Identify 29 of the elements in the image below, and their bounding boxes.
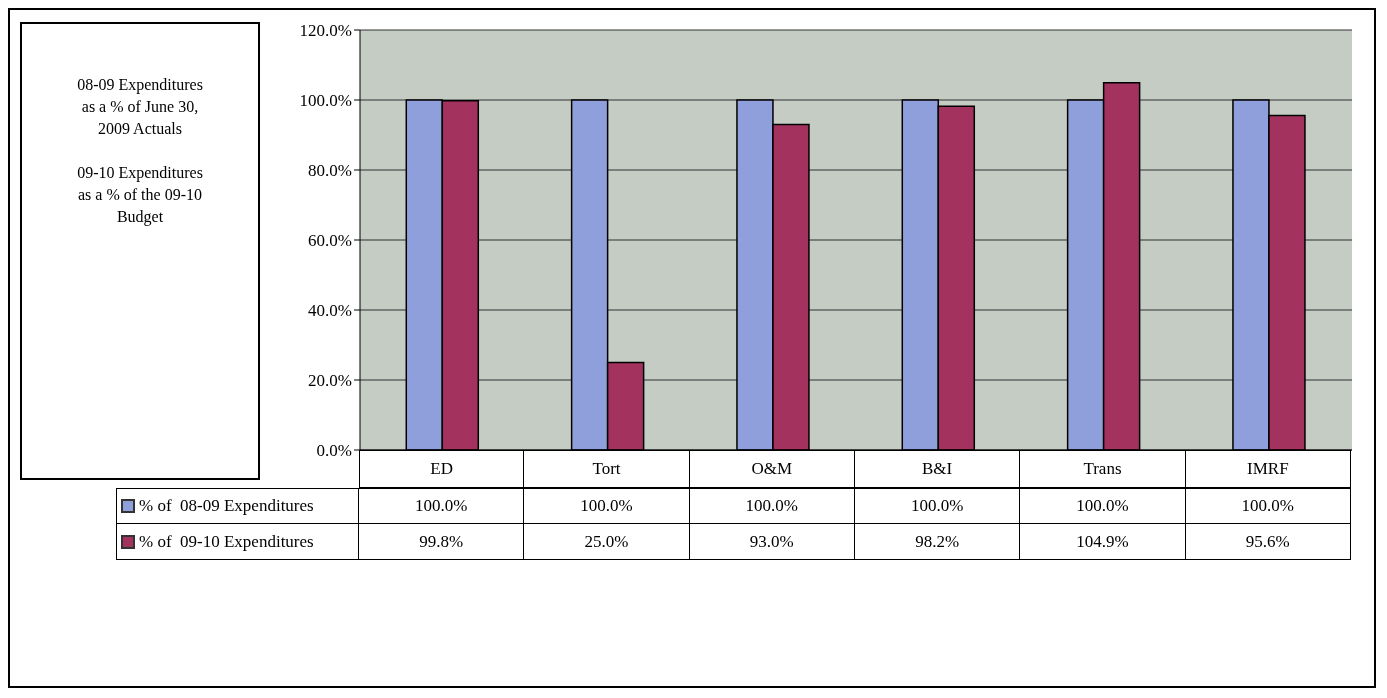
data-label: 100.0% <box>1020 488 1186 524</box>
data-label: 99.8% <box>359 524 525 560</box>
text: 08-09 Expenditures as a % of June 30, 2009 Actuals <box>76 75 204 139</box>
data-label: 104.9% <box>1020 524 1186 560</box>
legend-label: % of 09-10 Expenditures <box>139 531 314 552</box>
data-label: 93.0% <box>689 524 855 560</box>
y-tick-label: 100.0% <box>299 91 352 111</box>
data-label: 100.0% <box>359 488 525 524</box>
legend-label: % of 08-09 Expenditures <box>139 496 314 516</box>
text: 09-10 Expenditures as a % of the 09-10 Budget <box>76 163 204 228</box>
data-label: 25.0% <box>524 524 690 560</box>
x-tick-label: Tort <box>524 450 690 488</box>
data-label: 100.0% <box>1185 488 1351 524</box>
x-tick-label: Trans <box>1020 450 1186 488</box>
data-label: 100.0% <box>689 488 855 524</box>
y-tick-label: 80.0% <box>308 161 352 181</box>
x-tick-label: O&M <box>689 450 855 488</box>
x-tick-label: ED <box>359 450 525 488</box>
y-tick-label: 60.0% <box>308 231 352 251</box>
data-label: 100.0% <box>854 488 1021 524</box>
y-tick-label: 40.0% <box>308 301 352 321</box>
y-tick-label: 20.0% <box>308 371 352 391</box>
y-tick-label: 120.0% <box>299 21 352 41</box>
x-tick-label: B&I <box>854 450 1021 488</box>
data-label: 100.0% <box>524 488 690 524</box>
x-tick-label: IMRF <box>1185 450 1351 488</box>
y-tick-label: 0.0% <box>316 441 352 461</box>
data-label: 95.6% <box>1185 524 1351 560</box>
data-label: 98.2% <box>854 524 1021 560</box>
